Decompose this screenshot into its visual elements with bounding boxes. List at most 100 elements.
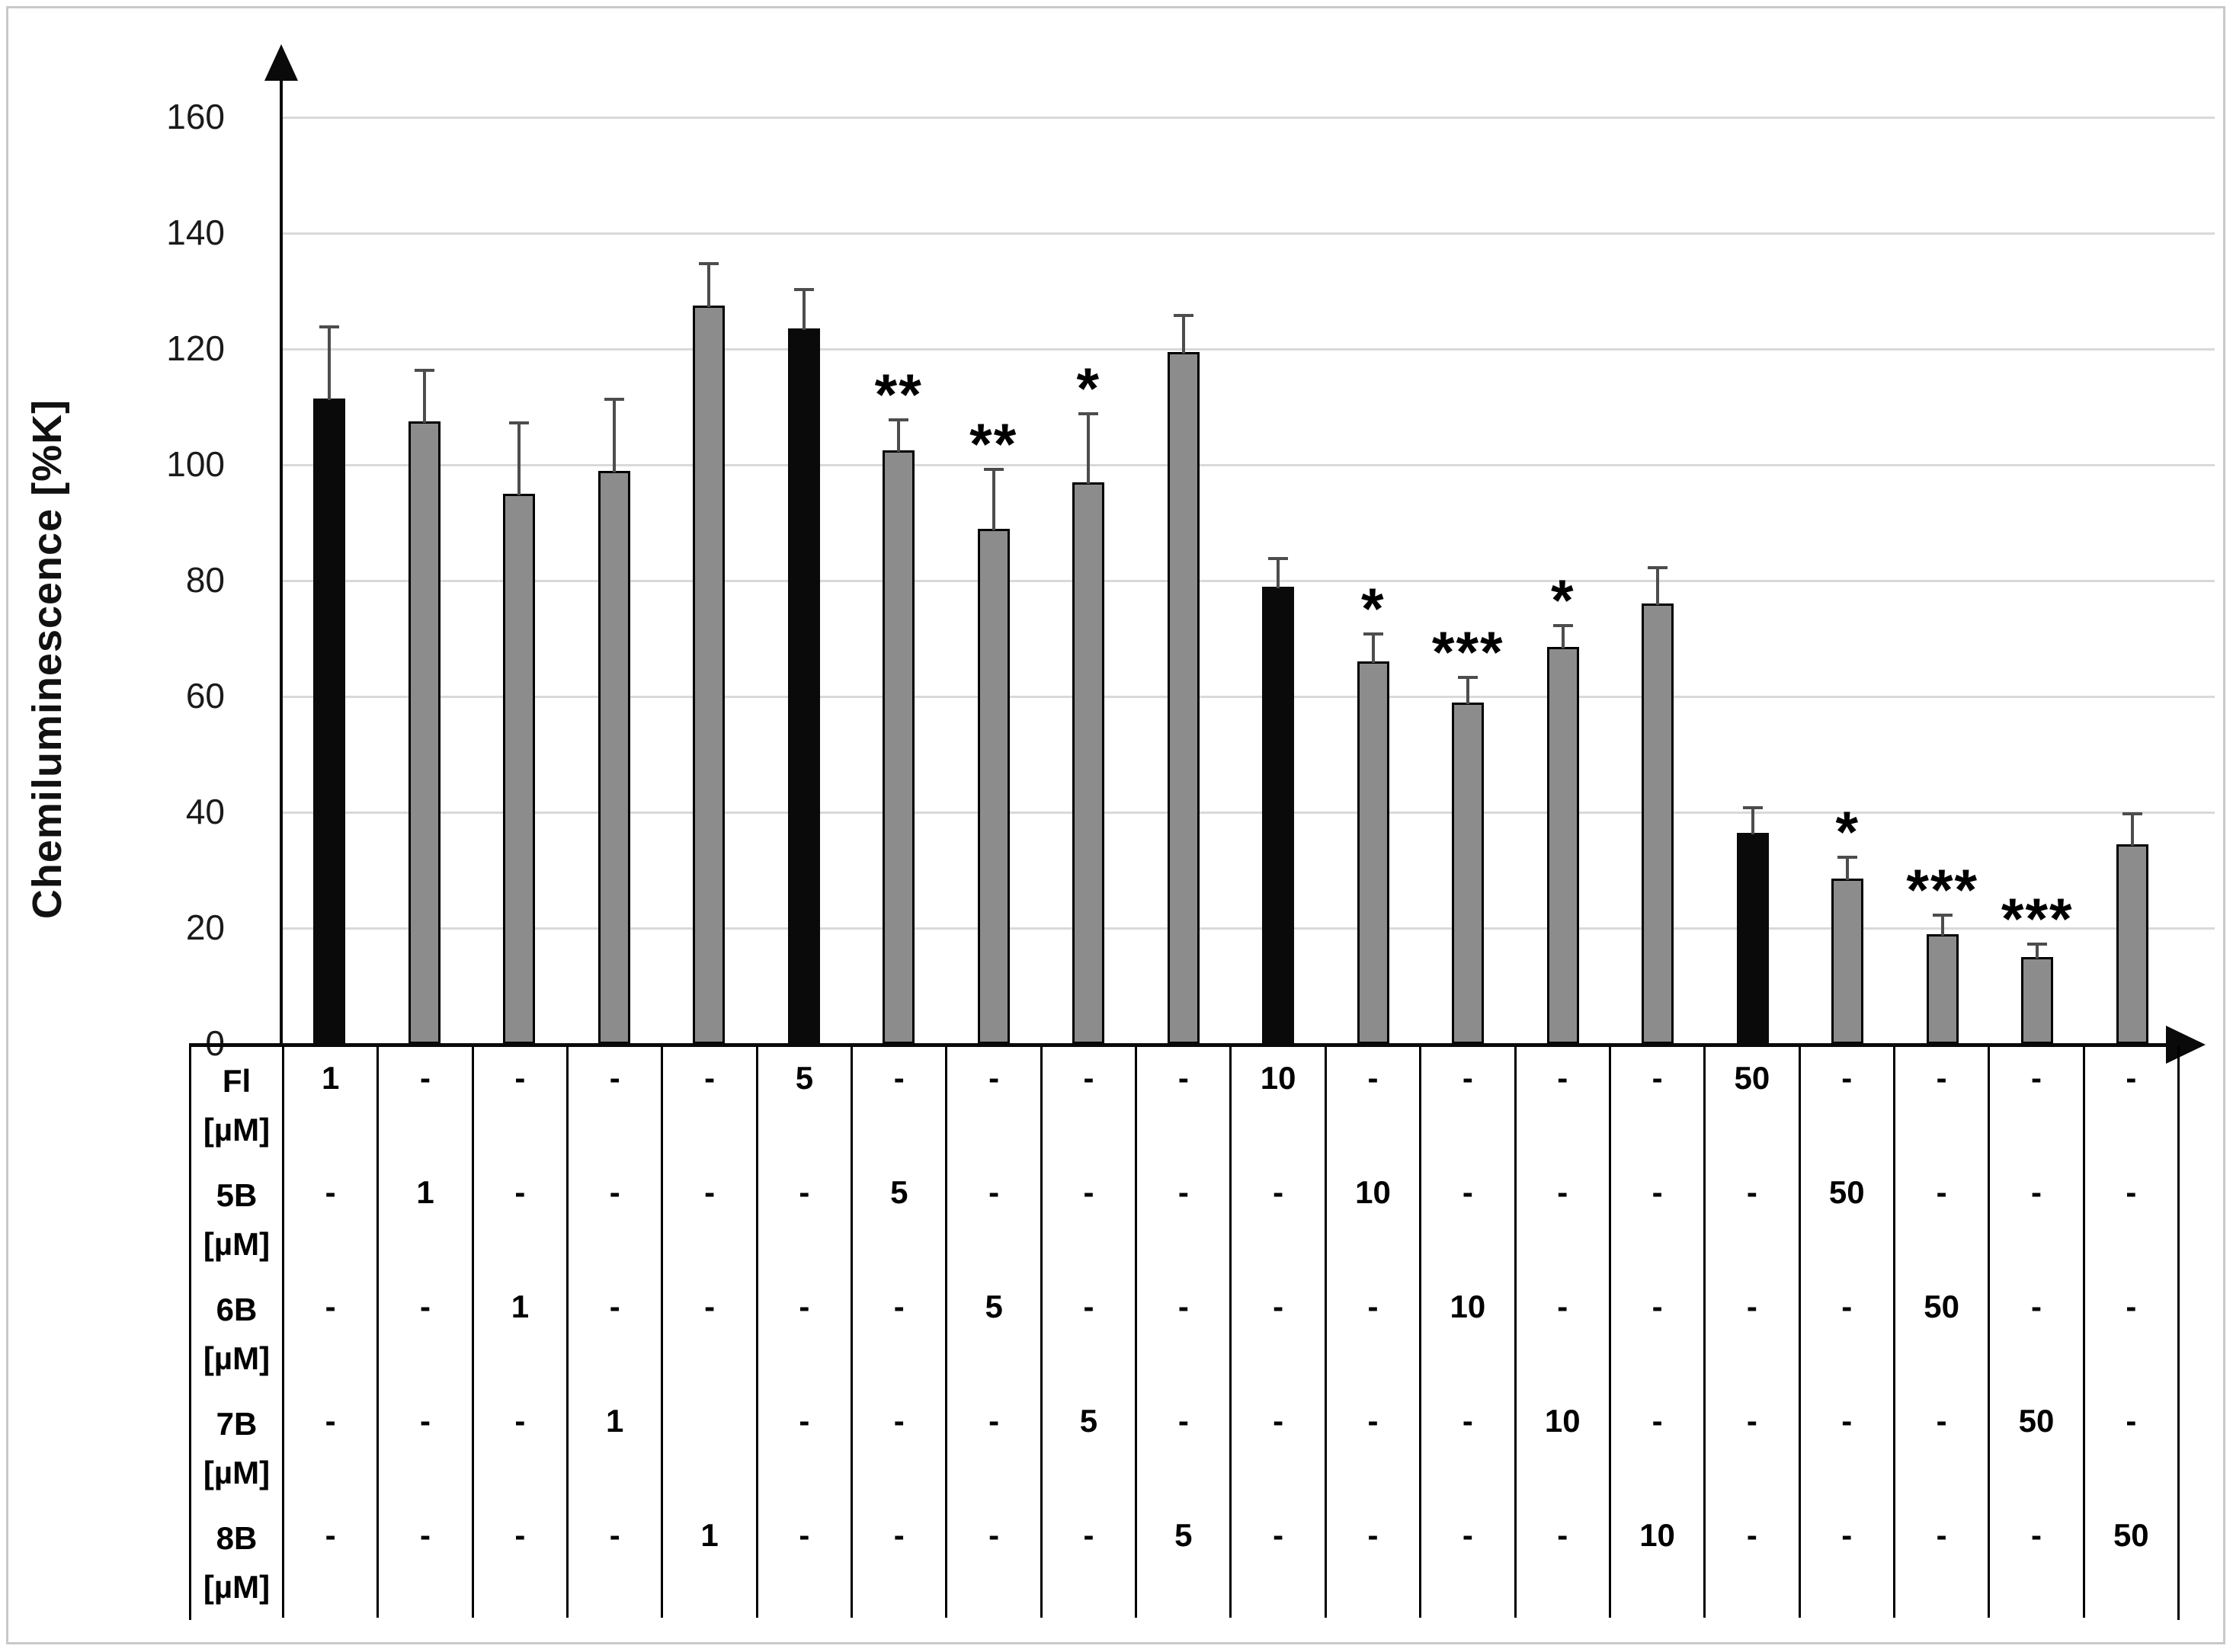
table-cell: - (1703, 1389, 1798, 1503)
table-cell: - (945, 1503, 1040, 1618)
table-cell: 10 (1419, 1275, 1514, 1389)
y-axis-title: Chemiluminescence [%K] (24, 399, 70, 920)
dose-table: Fl [µM] 1- - - -5- - - -10- - - -50- - - -5B [µM] -1- - - -… (189, 1046, 2180, 1620)
table-cell: - (1419, 1046, 1514, 1161)
table-cell: - (2082, 1046, 2177, 1161)
table-cell: - (945, 1046, 1040, 1161)
table-cell: - (1798, 1275, 1893, 1389)
table-cell: - (2082, 1161, 2177, 1275)
significance-stars: *** (2001, 886, 2074, 952)
y-tick-label: 120 (166, 328, 225, 368)
row-header-unit: [µM] (203, 1226, 271, 1262)
table-cell: - (1419, 1161, 1514, 1275)
error-bar (517, 424, 521, 495)
table-cell: - (566, 1503, 661, 1618)
error-bar (2036, 945, 2039, 959)
error-bar-cap (2122, 812, 2142, 815)
table-cell: - (1135, 1389, 1229, 1503)
table-cell: - (755, 1161, 851, 1275)
table-cell: - (471, 1161, 566, 1275)
table-cell: - (1608, 1389, 1703, 1503)
table-cell: - (471, 1389, 566, 1503)
bar-8B-10uM (1642, 603, 1674, 1044)
table-cell: - (1135, 1046, 1229, 1161)
table-cell: 10 (1514, 1389, 1609, 1503)
table-cell: - (1988, 1161, 2082, 1275)
row-header-name: Fl (222, 1063, 251, 1099)
table-cell: - (1892, 1161, 1988, 1275)
gridline (282, 927, 2215, 930)
table-cell: 10 (1324, 1161, 1419, 1275)
table-cell: 50 (1798, 1161, 1893, 1275)
gridline (282, 812, 2215, 814)
y-tick-label: 20 (185, 908, 225, 947)
table-cell: - (1229, 1389, 1324, 1503)
table-cell: - (755, 1389, 851, 1503)
significance-stars: * (1076, 357, 1101, 422)
table-cell: - (376, 1503, 471, 1618)
error-bar-cap (1458, 676, 1479, 680)
table-cell: - (851, 1503, 945, 1618)
table-cell: - (2082, 1389, 2177, 1503)
table-cell: 5 (1040, 1389, 1135, 1503)
error-bar (707, 264, 711, 307)
table-cell: 1 (566, 1389, 661, 1503)
y-axis-line (280, 72, 283, 1044)
table-cell: - (1608, 1275, 1703, 1389)
table-cell: 5 (755, 1046, 851, 1161)
error-bar (1466, 679, 1470, 704)
table-cell: - (1608, 1046, 1703, 1161)
y-axis-arrow-icon (264, 44, 298, 81)
x-axis-arrow-icon (2166, 1026, 2206, 1064)
error-bar (612, 401, 616, 472)
table-cell: 10 (1229, 1046, 1324, 1161)
error-bar-cap (699, 261, 719, 265)
error-bar-cap (319, 325, 340, 329)
error-bar-cap (1742, 806, 1763, 810)
significance-stars: * (1550, 568, 1575, 633)
table-cell: - (1324, 1389, 1419, 1503)
table-cell: - (945, 1389, 1040, 1503)
x-axis-line (189, 1043, 2180, 1047)
table-cell: - (282, 1161, 376, 1275)
table-cell: - (1608, 1161, 1703, 1275)
error-bar-cap (509, 421, 530, 424)
y-tick-label: 80 (185, 560, 225, 600)
table-cell: 1 (471, 1275, 566, 1389)
table-cell: - (566, 1275, 661, 1389)
bar-8B-50uM (2116, 844, 2148, 1044)
table-cell: 50 (1703, 1046, 1798, 1161)
row-header-unit: [µM] (203, 1569, 271, 1605)
significance-stars: * (1360, 577, 1386, 642)
error-bar-cap (2027, 942, 2048, 946)
error-bar (328, 328, 332, 400)
table-row-header: 6B [µM] (191, 1275, 282, 1389)
bar-6B-50uM (1926, 933, 1959, 1044)
table-cell: - (566, 1161, 661, 1275)
error-bar (1181, 317, 1185, 354)
table-cell: - (661, 1046, 755, 1161)
table-cell: - (566, 1046, 661, 1161)
table-cell: - (661, 1275, 755, 1389)
table-cell: - (755, 1503, 851, 1618)
error-bar (1656, 568, 1660, 606)
table-row-header: 7B [µM] (191, 1389, 282, 1503)
y-tick-label: 160 (166, 97, 225, 136)
table-row-header: 8B [µM] (191, 1503, 282, 1618)
bar-6B-10uM (1452, 702, 1485, 1044)
error-bar-cap (1173, 314, 1193, 318)
row-header-unit: [µM] (203, 1112, 271, 1148)
table-cell: - (1798, 1503, 1893, 1618)
error-bar-cap (414, 369, 434, 373)
table-cell: - (1040, 1275, 1135, 1389)
table-cell: - (1229, 1275, 1324, 1389)
error-bar (1940, 916, 1944, 936)
gridline (282, 348, 2215, 351)
error-bar-cap (1363, 632, 1383, 636)
bar-7B-1uM (597, 470, 630, 1044)
table-cell: 1 (661, 1503, 755, 1618)
y-tick-label: 100 (166, 444, 225, 484)
bar-7B-10uM (1546, 647, 1579, 1044)
error-bar-cap (1078, 412, 1099, 416)
table-cell: - (376, 1046, 471, 1161)
